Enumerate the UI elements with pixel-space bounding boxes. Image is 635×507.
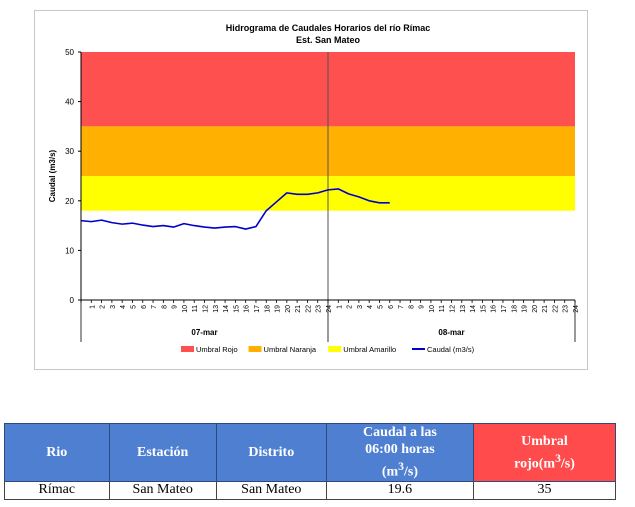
- x-tick-label: 12: [203, 305, 210, 313]
- x-tick-label: 14: [223, 305, 230, 313]
- x-tick-label: 22: [552, 305, 559, 313]
- x-tick-label: 16: [244, 305, 251, 313]
- x-tick-label: 8: [161, 305, 168, 309]
- x-tick-label: 22: [305, 305, 312, 313]
- cell-rio: Rímac: [4, 480, 110, 500]
- y-tick-label: 20: [65, 197, 74, 206]
- legend-label: Caudal (m3/s): [427, 345, 475, 354]
- table-header-row: Rio Estación Distrito Caudal a las 06:00…: [4, 423, 616, 482]
- x-tick-label: 18: [264, 305, 271, 313]
- legend-swatch: [181, 346, 194, 352]
- x-tick-label: 17: [501, 305, 508, 313]
- chart-title: Hidrograma de Caudales Horarios del río …: [226, 23, 431, 33]
- legend-swatch: [328, 346, 342, 352]
- x-tick-label: 11: [192, 305, 199, 312]
- x-tick-label: 15: [480, 305, 487, 313]
- x-tick-label: 23: [563, 305, 570, 313]
- x-tick-label: 24: [326, 305, 333, 313]
- x-tick-label: 23: [316, 305, 323, 313]
- chart-subtitle: Est. San Mateo: [296, 35, 361, 45]
- x-tick-label: 3: [357, 305, 364, 309]
- x-tick-label: 9: [419, 305, 426, 309]
- x-tick-label: 20: [532, 305, 539, 313]
- x-tick-label: 12: [450, 305, 457, 313]
- x-tick-label: 21: [295, 305, 302, 313]
- cell-distrito: San Mateo: [215, 480, 327, 500]
- y-tick-label: 40: [65, 98, 74, 107]
- x-tick-label: 10: [429, 305, 436, 313]
- y-tick-label: 0: [70, 296, 75, 305]
- hydrograph-chart: Hidrograma de Caudales Horarios del río …: [48, 23, 580, 354]
- header-estacion: Estación: [108, 423, 217, 482]
- legend-label: Umbral Amarillo: [343, 345, 396, 354]
- chart-frame: Hidrograma de Caudales Horarios del río …: [34, 10, 588, 370]
- x-tick-label: 5: [377, 305, 384, 309]
- header-caudal: Caudal a las 06:00 horas (m3/s): [325, 423, 475, 482]
- x-tick-label: 24: [573, 305, 580, 313]
- x-tick-label: 4: [120, 305, 127, 309]
- flow-summary-table: Rio Estación Distrito Caudal a las 06:00…: [4, 423, 616, 500]
- day-label-08-mar: 08-mar: [438, 328, 464, 337]
- table-row: Rímac San Mateo San Mateo 19.6 35: [4, 480, 616, 500]
- y-tick-label: 10: [65, 246, 74, 255]
- x-tick-label: 8: [408, 305, 415, 309]
- x-tick-label: 7: [151, 305, 158, 309]
- x-tick-label: 6: [141, 305, 148, 309]
- x-tick-label: 11: [439, 305, 446, 312]
- x-tick-label: 9: [172, 305, 179, 309]
- x-tick-label: 2: [100, 305, 107, 309]
- legend-label: Umbral Rojo: [196, 345, 238, 354]
- x-tick-label: 6: [388, 305, 395, 309]
- header-rio: Rio: [4, 423, 110, 482]
- x-tick-label: 7: [398, 305, 405, 309]
- x-tick-label: 13: [213, 305, 220, 313]
- header-umbral-rojo: Umbral rojo(m3/s): [473, 423, 616, 482]
- x-tick-label: 2: [347, 305, 354, 309]
- x-tick-label: 19: [522, 305, 529, 313]
- caudal-series-line: [80, 188, 390, 230]
- x-tick-label: 3: [110, 305, 117, 309]
- header-distrito: Distrito: [215, 423, 327, 482]
- cell-umbral: 35: [473, 480, 616, 500]
- x-tick-label: 5: [130, 305, 137, 309]
- x-tick-label: 18: [511, 305, 518, 313]
- x-tick-label: 1: [89, 305, 96, 309]
- x-tick-label: 13: [460, 305, 467, 313]
- legend-label: Umbral Naranja: [264, 345, 317, 354]
- x-tick-label: 4: [367, 305, 374, 309]
- x-tick-label: 15: [233, 305, 240, 313]
- x-tick-label: 1: [336, 305, 343, 309]
- y-tick-label: 30: [65, 147, 74, 156]
- legend-swatch: [248, 346, 262, 352]
- x-tick-label: 10: [182, 305, 189, 313]
- x-tick-label: 17: [254, 305, 261, 313]
- x-tick-label: 21: [542, 305, 549, 313]
- cell-estacion: San Mateo: [108, 480, 217, 500]
- y-tick-label: 50: [65, 48, 74, 57]
- x-tick-label: 16: [491, 305, 498, 313]
- day-label-07-mar: 07-mar: [191, 328, 217, 337]
- x-tick-label: 19: [275, 305, 282, 313]
- x-tick-label: 20: [285, 305, 292, 313]
- y-axis-label: Caudal (m3/s): [48, 149, 57, 202]
- x-tick-label: 14: [470, 305, 477, 313]
- cell-caudal: 19.6: [325, 480, 475, 500]
